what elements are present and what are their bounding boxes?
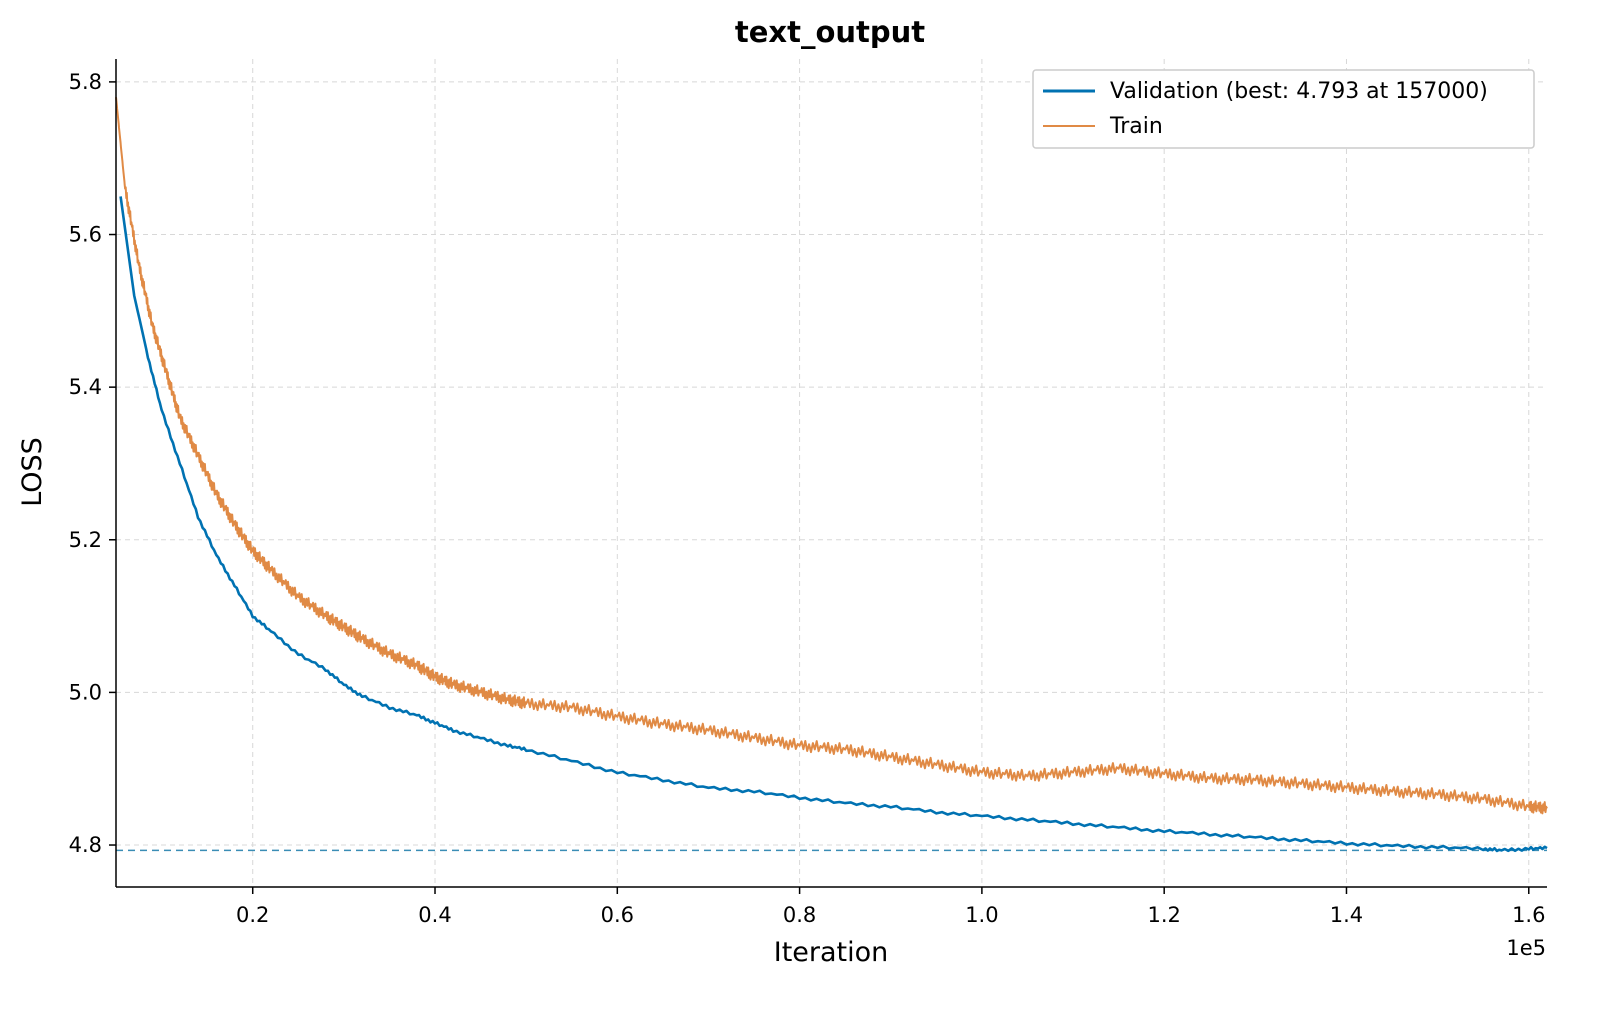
axes: [115, 59, 1547, 888]
x-tick-label: 0.4: [418, 903, 451, 927]
y-tick-label: 5.8: [69, 70, 102, 94]
x-tick-label: 1.6: [1512, 903, 1545, 927]
x-tick-label: 1.2: [1147, 903, 1180, 927]
series-lines: [115, 97, 1548, 853]
y-tick-label: 4.8: [69, 833, 102, 857]
y-tick-label: 5.0: [69, 680, 102, 704]
legend-label-train: Train: [1109, 114, 1163, 139]
y-axis-label: LOSS: [17, 437, 48, 507]
x-axis-label: Iteration: [774, 937, 889, 968]
series-line-train: [115, 97, 1548, 815]
legend: Validation (best: 4.793 at 157000) Train: [1032, 69, 1535, 149]
x-tick-label: 0.2: [236, 903, 269, 927]
legend-box: [1032, 69, 1535, 149]
series-line-validation: [119, 196, 1548, 853]
chart-title: text_output: [735, 15, 925, 49]
grid: [116, 59, 1547, 887]
y-tick-label: 5.4: [69, 375, 102, 399]
x-tick-label: 1.0: [965, 903, 998, 927]
y-ticks: 4.8 5.0 5.2 5.4 5.6 5.8: [69, 70, 116, 857]
x-tick-label: 1.4: [1330, 903, 1363, 927]
x-axis-offset-text: 1e5: [1506, 936, 1546, 960]
x-ticks: 0.2 0.4 0.6 0.8 1.0 1.2 1.4 1.6: [236, 887, 1545, 927]
x-tick-label: 0.6: [601, 903, 634, 927]
y-tick-label: 5.6: [69, 223, 102, 247]
legend-label-validation: Validation (best: 4.793 at 157000): [1110, 79, 1488, 104]
y-tick-label: 5.2: [69, 528, 102, 552]
x-tick-label: 0.8: [783, 903, 816, 927]
